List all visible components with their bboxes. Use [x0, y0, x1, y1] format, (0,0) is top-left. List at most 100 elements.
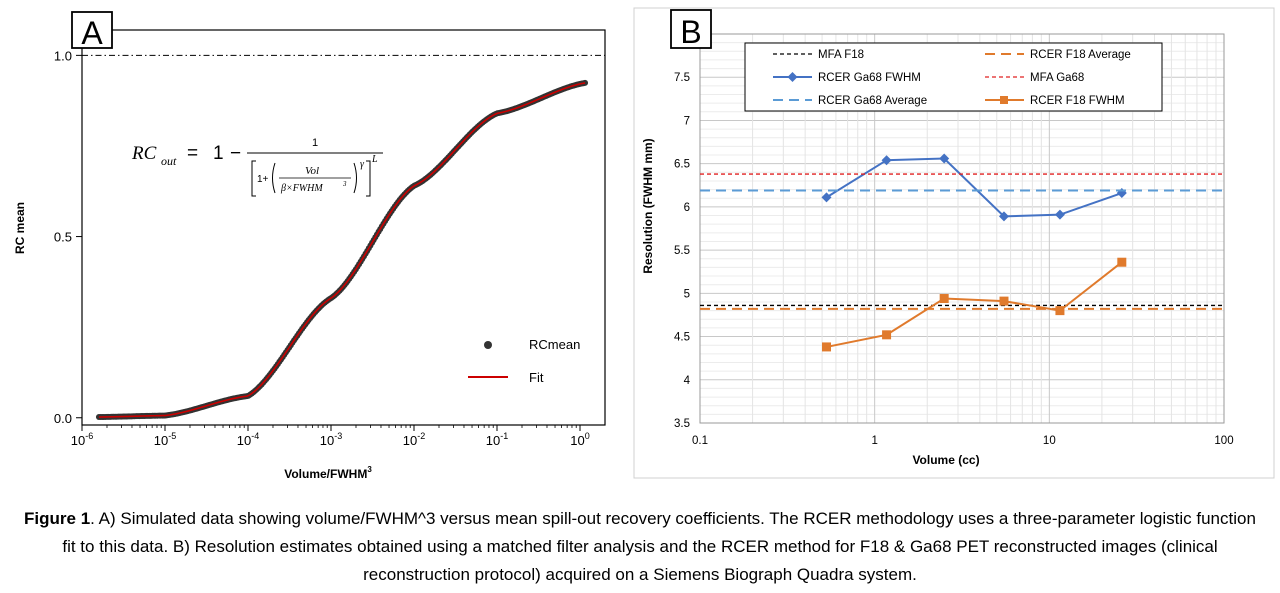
equation-one: 1 [213, 143, 224, 164]
equation-left-bracket [251, 160, 256, 197]
x-tick-label: 10-6 [71, 431, 93, 448]
legend-rcer-f18-fwhm-marker [1000, 96, 1008, 104]
rcer-f18-fwhm-line [826, 261, 1123, 348]
rcer-ga68-fwhm-point [1054, 209, 1065, 220]
x-tick-label-base: 10 [570, 433, 584, 448]
x-tick-label-exp: -2 [417, 431, 425, 441]
equation-right-paren [353, 162, 357, 194]
rcer-ga68-fwhm-line [825, 157, 1123, 218]
x-tick-label: 10-3 [320, 431, 342, 448]
rcer-f18-fwhm-point [999, 296, 1009, 306]
panel-b-plot-frame [699, 33, 1225, 424]
panel-a-y-axis-title: RC mean [13, 202, 27, 254]
y-tick-label: 3.5 [674, 418, 690, 430]
panel-a-x-axis-title-main: Volume/FWHM [284, 467, 367, 481]
legend-rcmean-label: RCmean [529, 337, 580, 352]
equation-equals: = [187, 143, 198, 164]
panel-a-x-axis-title-sup: 3 [367, 465, 372, 474]
x-tick-label-base: 10 [237, 433, 251, 448]
fit-line [98, 82, 586, 418]
x-tick-label: 10-5 [154, 431, 176, 448]
rcer-f18-fwhm-point [822, 342, 832, 352]
panel-a-x-axis-title: Volume/FWHM3 [284, 465, 372, 481]
panel-a-label: A [81, 15, 103, 51]
x-tick-label: 10 [1043, 435, 1056, 447]
x-tick-label: 10-2 [403, 431, 425, 448]
equation-left-paren [272, 162, 276, 194]
legend-rcer-ga68-fwhm-label: RCER Ga68 FWHM [818, 72, 921, 84]
panel-a-marks [82, 54, 605, 421]
equation-l-exponent: L [371, 154, 378, 165]
rcer-f18-fwhm-point [1117, 257, 1127, 267]
equation-den-one-plus: 1+ [257, 174, 269, 185]
legend-rcer-ga68-fwhm-marker [787, 72, 798, 82]
panel-b-x-axis-title: Volume (cc) [912, 453, 979, 467]
y-tick-label: 7 [684, 115, 690, 127]
rcer-ga68-fwhm-point [821, 192, 832, 203]
x-tick-label-base: 10 [403, 433, 417, 448]
rcer-f18-fwhm-point [939, 294, 949, 304]
panel-a-plot-frame [81, 29, 606, 426]
panel-b: 3.5 4 4.5 5 5.5 6 6.5 7 7.5 0.1 1 10 100 MFA F18 RCE… [633, 7, 1275, 479]
x-tick-label: 10-1 [486, 431, 508, 448]
legend-mfa-ga68-label: MFA Ga68 [1030, 72, 1084, 84]
equation-numerator: 1 [312, 137, 318, 149]
x-tick-label-exp: -5 [168, 431, 176, 441]
x-tick-label-base: 10 [71, 433, 85, 448]
y-tick-label: 5.5 [674, 245, 690, 257]
legend-mfa-f18-label: MFA F18 [818, 49, 864, 61]
rcer-f18-fwhm-point [1055, 306, 1065, 316]
x-tick-label-base: 10 [486, 433, 500, 448]
panel-b-legend-box [744, 42, 1163, 112]
x-tick-label-exp: -6 [85, 431, 93, 441]
x-tick-label-base: 10 [154, 433, 168, 448]
legend-rcer-f18-average-label: RCER F18 Average [1030, 49, 1131, 61]
legend-fit-label: Fit [529, 370, 544, 385]
equation-beta-fwhm: β×FWHM [280, 183, 323, 194]
x-tick-label-exp: 0 [585, 431, 590, 441]
rcer-ga68-fwhm-point [998, 211, 1009, 222]
y-tick-label: 4.5 [674, 332, 690, 344]
panel-b-label-box [670, 9, 712, 49]
panel-b-y-axis-title: Resolution (FWHM mm) [641, 138, 655, 273]
x-tick-label: 1 [871, 435, 877, 447]
equation-cube: 3 [342, 180, 347, 188]
equation-vol: Vol [305, 165, 319, 177]
equation-minus: − [230, 143, 241, 164]
equation-lhs-subscript: out [161, 154, 177, 168]
panel-b-label: B [680, 14, 701, 50]
panel-b-marks [700, 153, 1224, 352]
legend-rcmean-marker [484, 341, 492, 349]
y-tick-label: 4 [684, 375, 691, 387]
y-tick-label: 5 [684, 288, 690, 300]
x-tick-label: 0.1 [692, 435, 708, 447]
x-tick-label-exp: -1 [500, 431, 508, 441]
rcer-ga68-fwhm-point [881, 155, 892, 166]
rcer-ga68-fwhm-point [939, 153, 950, 164]
x-tick-label-exp: -4 [251, 431, 259, 441]
y-tick-label: 0.0 [54, 411, 72, 426]
y-tick-label: 7.5 [674, 72, 690, 84]
panel-a-label-box [71, 11, 113, 49]
y-tick-label: 0.5 [54, 230, 72, 245]
panel-a-legend: RCmean Fit [468, 337, 580, 385]
x-tick-label-exp: -3 [334, 431, 342, 441]
panel-b-axes: 3.5 4 4.5 5 5.5 6 6.5 7 7.5 0.1 1 10 100 [674, 72, 1234, 447]
equation-lhs: RC [131, 143, 157, 164]
x-tick-label: 10-4 [237, 431, 259, 448]
x-tick-label-base: 10 [320, 433, 334, 448]
legend-rcer-ga68-average-label: RCER Ga68 Average [818, 95, 927, 107]
caption-figure-number: Figure 1 [24, 509, 91, 528]
y-tick-label: 6.5 [674, 159, 690, 171]
equation-right-bracket [366, 160, 371, 197]
caption-text: . A) Simulated data showing volume/FWHM^… [62, 509, 1256, 584]
x-tick-label: 100 [570, 431, 589, 448]
rc-equation: RC out = 1 − 1 1+ Vol β×FWHM 3 γ L [131, 137, 383, 197]
x-tick-label: 100 [1214, 435, 1233, 447]
y-tick-label: 1.0 [54, 48, 72, 63]
figure-caption: Figure 1. A) Simulated data showing volu… [20, 505, 1260, 589]
legend-rcer-f18-fwhm-label: RCER F18 FWHM [1030, 95, 1125, 107]
